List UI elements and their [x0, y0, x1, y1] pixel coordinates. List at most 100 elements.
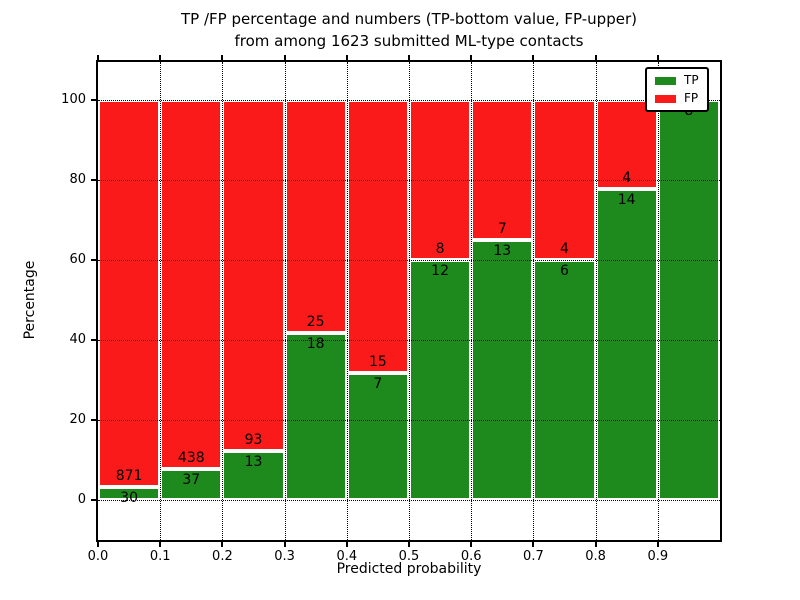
y-tick-label: 0 [77, 492, 86, 507]
annotation-tp-count: 13 [493, 243, 512, 259]
bar-segment-fp [471, 100, 534, 240]
x-tick-mark-top [283, 55, 286, 60]
bar-segment-fp [346, 100, 409, 373]
bar-segment-tp [346, 372, 409, 500]
bar-segment-tp [595, 188, 658, 500]
y-tick-label: 40 [69, 332, 86, 347]
v-gridline [160, 62, 162, 540]
plot-area: TP FP 8713043837931325181578127134641408 [96, 60, 722, 542]
x-tick-mark-top [532, 55, 535, 60]
annotation-tp-count: 12 [431, 263, 449, 279]
x-tick-label: 0.0 [87, 549, 109, 564]
bar-segment-tp [471, 240, 534, 500]
x-tick-label: 0.5 [398, 549, 420, 564]
x-tick-mark [408, 542, 410, 547]
x-tick-label: 0.7 [523, 549, 544, 564]
bar-segment-fp [222, 100, 285, 451]
v-gridline [222, 62, 224, 540]
x-tick-mark-top [221, 55, 224, 60]
bar-segment-tp [657, 100, 720, 500]
annotation-tp-count: 6 [560, 263, 569, 279]
annotation-fp-count: 438 [177, 449, 205, 466]
chart-title-line1: TP /FP percentage and numbers (TP-bottom… [181, 10, 637, 28]
y-tick-mark [91, 99, 96, 101]
legend-label-fp: FP [684, 91, 699, 105]
x-tick-mark [532, 542, 535, 547]
bar-segment-tp [409, 260, 472, 500]
x-tick-label: 0.6 [460, 549, 482, 564]
y-tick-label: 80 [69, 172, 86, 187]
v-gridline [346, 62, 348, 540]
x-tick-mark [221, 542, 224, 547]
bar-segment-tp [284, 332, 347, 500]
bar-segment-tp [98, 486, 161, 500]
y-tick-label: 60 [69, 252, 86, 267]
x-tick-mark [470, 542, 473, 547]
bar-segment-fp [284, 100, 347, 333]
y-axis-label: Percentage [22, 260, 38, 340]
annotation-tp-count: 18 [306, 335, 325, 352]
legend-entry-tp: TP [655, 74, 699, 87]
x-tick-label: 0.4 [336, 549, 358, 564]
x-tick-mark [345, 542, 348, 547]
v-gridline [471, 62, 473, 540]
x-tick-mark-top [97, 55, 99, 60]
chart-title-line2: from among 1623 submitted ML-type contac… [234, 32, 584, 50]
bar-segment-fp [160, 100, 223, 469]
annotation-fp-count: 25 [306, 313, 325, 330]
annotation-fp-count: 93 [244, 431, 263, 448]
bar-segment-tp [533, 260, 596, 500]
y-tick-label: 20 [69, 412, 86, 427]
chart-title: TP /FP percentage and numbers (TP-bottom… [96, 8, 722, 52]
x-tick-mark-top [408, 55, 410, 60]
v-gridline [595, 62, 597, 540]
x-tick-label: 0.3 [274, 549, 295, 564]
x-tick-mark-top [594, 55, 597, 60]
annotation-fp-count: 4 [560, 241, 569, 257]
x-tick-label: 0.8 [585, 549, 606, 564]
annotation-tp-count: 13 [244, 453, 263, 470]
legend-entry-fp: FP [655, 92, 699, 105]
x-axis-label: Predicted probability [336, 561, 482, 577]
x-tick-mark-top [159, 55, 162, 60]
annotation-tp-count: 37 [182, 471, 201, 488]
annotation-tp-count: 7 [373, 375, 383, 392]
y-tick-mark [91, 179, 96, 181]
bar-segment-fp [595, 100, 658, 189]
v-gridline [533, 62, 535, 540]
x-tick-mark-top [345, 55, 348, 60]
annotation-tp-count: 30 [120, 489, 138, 506]
y-tick-mark [91, 339, 96, 341]
legend-label-tp: TP [684, 73, 699, 87]
v-gridline [409, 62, 410, 540]
bar-segment-tp [160, 468, 223, 500]
legend: TP FP [645, 67, 709, 112]
annotation-fp-count: 8 [435, 241, 445, 257]
x-tick-mark [656, 542, 659, 547]
tp-swatch-icon [655, 76, 676, 85]
y-tick-label: 100 [61, 92, 86, 107]
bar-segment-tp [222, 450, 285, 500]
annotation-fp-count: 4 [622, 169, 632, 186]
annotation-fp-count: 871 [115, 467, 143, 484]
x-tick-mark-top [656, 55, 659, 60]
fp-swatch-icon [655, 94, 676, 103]
x-tick-label: 0.9 [647, 549, 669, 564]
x-tick-label: 0.2 [212, 549, 233, 564]
annotation-fp-count: 15 [368, 353, 387, 370]
y-tick-mark [91, 499, 96, 501]
annotation-fp-count: 7 [497, 221, 507, 237]
annotation-tp-count: 14 [617, 191, 636, 208]
x-tick-mark [594, 542, 597, 547]
x-tick-mark-top [470, 55, 473, 60]
y-tick-mark [91, 259, 96, 261]
x-tick-mark [97, 542, 99, 547]
x-tick-mark [283, 542, 286, 547]
x-tick-label: 0.1 [149, 549, 171, 564]
y-tick-mark [91, 419, 96, 421]
v-gridline [284, 62, 286, 540]
x-tick-mark [159, 542, 162, 547]
v-gridline [657, 62, 659, 540]
bar-segment-fp [98, 100, 161, 487]
